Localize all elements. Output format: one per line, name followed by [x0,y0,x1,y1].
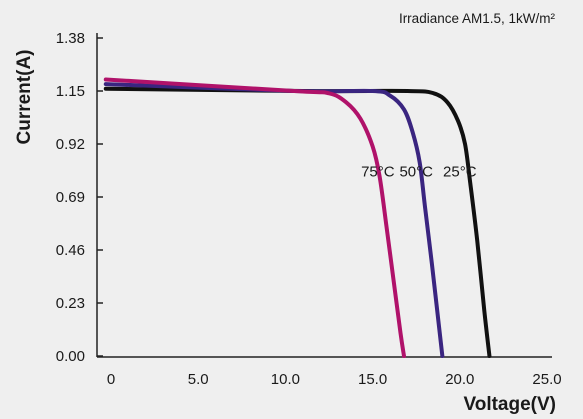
x-tick-label: 15.0 [358,371,387,388]
curve-label: 50°C [399,163,433,180]
x-tick-label: 5.0 [188,371,209,388]
y-tick-label: 0.92 [56,136,85,153]
y-tick-label: 0.69 [56,189,85,206]
x-tick-label: 20.0 [445,371,474,388]
x-tick-label: 10.0 [271,371,300,388]
y-tick-label: 1.38 [56,30,85,47]
y-tick-label: 0.00 [56,348,85,365]
y-axis-title: Current(A) [14,50,35,145]
y-tick-label: 0.46 [56,242,85,259]
series-line-25c [103,86,492,358]
series-line-75c [103,77,406,358]
x-tick-label: 25.0 [532,371,561,388]
x-ticks: 0 5.0 10.0 15.0 20.0 25.0 [107,371,562,388]
irradiance-note: Irradiance AM1.5, 1kW/m² [399,11,556,26]
series-lines [103,77,492,358]
series-line-50c [103,82,445,358]
plot-area: 0.00 0.23 0.46 0.69 0.92 1.15 1.38 0 5.0 10.0 15.… [56,30,562,388]
y-tick-label: 0.23 [56,295,85,312]
curve-labels: 75°C 50°C 25°C [361,163,477,180]
y-ticks: 0.00 0.23 0.46 0.69 0.92 1.15 1.38 [56,30,103,365]
x-axis-title: Voltage(V) [463,394,556,415]
curve-label: 75°C [361,163,395,180]
curve-label: 25°C [443,163,477,180]
y-tick-label: 1.15 [56,83,85,100]
x-tick-label: 0 [107,371,115,388]
